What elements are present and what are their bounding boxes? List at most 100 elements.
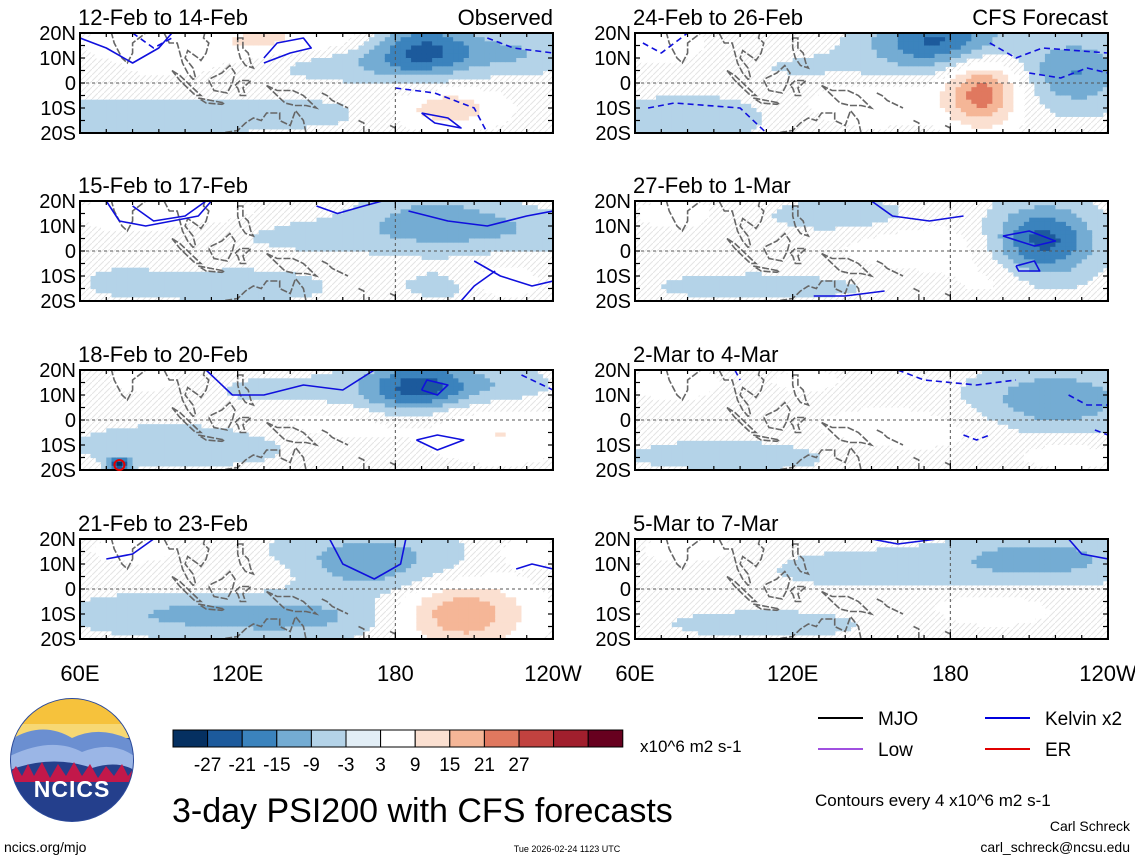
anomaly-cell	[253, 386, 260, 392]
anomaly-cell	[111, 630, 118, 636]
anomaly-cell	[353, 209, 360, 215]
anomaly-cell	[442, 432, 449, 438]
anomaly-cell	[200, 271, 207, 277]
anomaly-cell	[232, 386, 239, 392]
anomaly-cell	[237, 457, 244, 463]
anomaly-cell	[122, 217, 128, 223]
anomaly-cell	[505, 226, 512, 231]
anomaly-cell	[116, 124, 123, 130]
anomaly-cell	[390, 543, 396, 548]
anomaly-cell	[169, 271, 176, 277]
anomaly-cell	[143, 41, 149, 47]
anomaly-cell	[489, 370, 496, 375]
anomaly-cell	[474, 99, 481, 105]
anomaly-cell	[526, 436, 533, 442]
anomaly-cell	[405, 382, 412, 388]
anomaly-cell	[185, 288, 191, 294]
anomaly-cell	[426, 572, 433, 578]
anomaly-cell	[526, 432, 533, 438]
anomaly-cell	[426, 386, 433, 392]
anomaly-cell	[395, 584, 402, 590]
anomaly-cell	[505, 382, 512, 388]
anomaly-cell	[290, 103, 297, 109]
anomaly-cell	[127, 559, 134, 565]
anomaly-cell	[227, 45, 234, 51]
anomaly-cell	[447, 99, 454, 105]
anomaly-cell	[174, 128, 181, 133]
coastline	[208, 232, 236, 262]
anomaly-cell	[437, 95, 444, 101]
anomaly-cell	[405, 580, 412, 586]
anomaly-cell	[321, 614, 328, 619]
anomaly-cell	[379, 37, 386, 42]
anomaly-cell	[526, 440, 533, 446]
anomaly-cell	[379, 251, 386, 256]
anomaly-cell	[453, 246, 459, 252]
anomaly-cell	[101, 551, 107, 557]
anomaly-cell	[447, 564, 454, 569]
anomaly-cell	[405, 58, 412, 63]
anomaly-cell	[185, 445, 191, 450]
anomaly-cell	[164, 543, 170, 548]
anomaly-cell	[174, 284, 181, 290]
anomaly-cell	[432, 116, 438, 122]
anomaly-cell	[353, 543, 360, 548]
anomaly-cell	[248, 267, 255, 273]
anomaly-cell	[337, 630, 344, 636]
anomaly-cell	[484, 37, 491, 42]
anomaly-cell	[284, 45, 291, 51]
anomaly-cell	[263, 33, 270, 38]
anomaly-cell	[269, 292, 276, 298]
anomaly-cell	[495, 201, 502, 206]
anomaly-cell	[463, 436, 470, 442]
anomaly-cell	[353, 53, 360, 59]
anomaly-cell	[442, 58, 449, 63]
anomaly-cell	[395, 622, 402, 628]
anomaly-cell	[353, 386, 360, 392]
anomaly-cell	[148, 284, 155, 290]
anomaly-cell	[474, 415, 481, 421]
anomaly-cell	[453, 205, 459, 210]
anomaly-cell	[421, 62, 428, 67]
anomaly-cell	[248, 382, 255, 388]
anomaly-cell	[263, 634, 270, 639]
anomaly-cell	[106, 284, 113, 290]
anomaly-cell	[179, 271, 186, 277]
anomaly-cell	[411, 605, 417, 611]
anomaly-cell	[421, 411, 428, 417]
anomaly-cell	[358, 564, 365, 569]
anomaly-cell	[185, 33, 191, 38]
anomaly-cell	[363, 230, 370, 235]
anomaly-cell	[258, 288, 265, 294]
anomaly-cell	[106, 112, 113, 117]
anomaly-cell	[510, 201, 517, 206]
anomaly-cell	[169, 108, 176, 113]
anomaly-cell	[495, 461, 502, 467]
anomaly-cell	[116, 461, 123, 467]
anomaly-cell	[500, 436, 507, 442]
anomaly-cell	[190, 432, 197, 438]
anomaly-cell	[447, 128, 454, 133]
anomaly-cell	[169, 45, 176, 51]
anomaly-cell	[190, 457, 197, 463]
anomaly-cell	[111, 108, 118, 113]
anomaly-cell	[463, 49, 470, 55]
anomaly-cell	[132, 453, 139, 459]
anomaly-cell	[290, 634, 297, 639]
anomaly-cell	[510, 41, 517, 47]
anomaly-cell	[400, 576, 407, 582]
anomaly-cell	[505, 103, 512, 109]
anomaly-cell	[411, 201, 417, 206]
anomaly-cell	[101, 432, 107, 438]
anomaly-cell	[474, 49, 481, 55]
anomaly-cell	[169, 103, 176, 109]
anomaly-cell	[227, 271, 234, 277]
anomaly-cell	[505, 436, 512, 442]
anomaly-cell	[279, 589, 286, 594]
anomaly-cell	[542, 221, 549, 227]
anomaly-cell	[400, 626, 407, 632]
anomaly-cell	[516, 213, 523, 219]
anomaly-cell	[90, 432, 97, 438]
anomaly-cell	[122, 45, 128, 51]
anomaly-cell	[348, 597, 354, 603]
